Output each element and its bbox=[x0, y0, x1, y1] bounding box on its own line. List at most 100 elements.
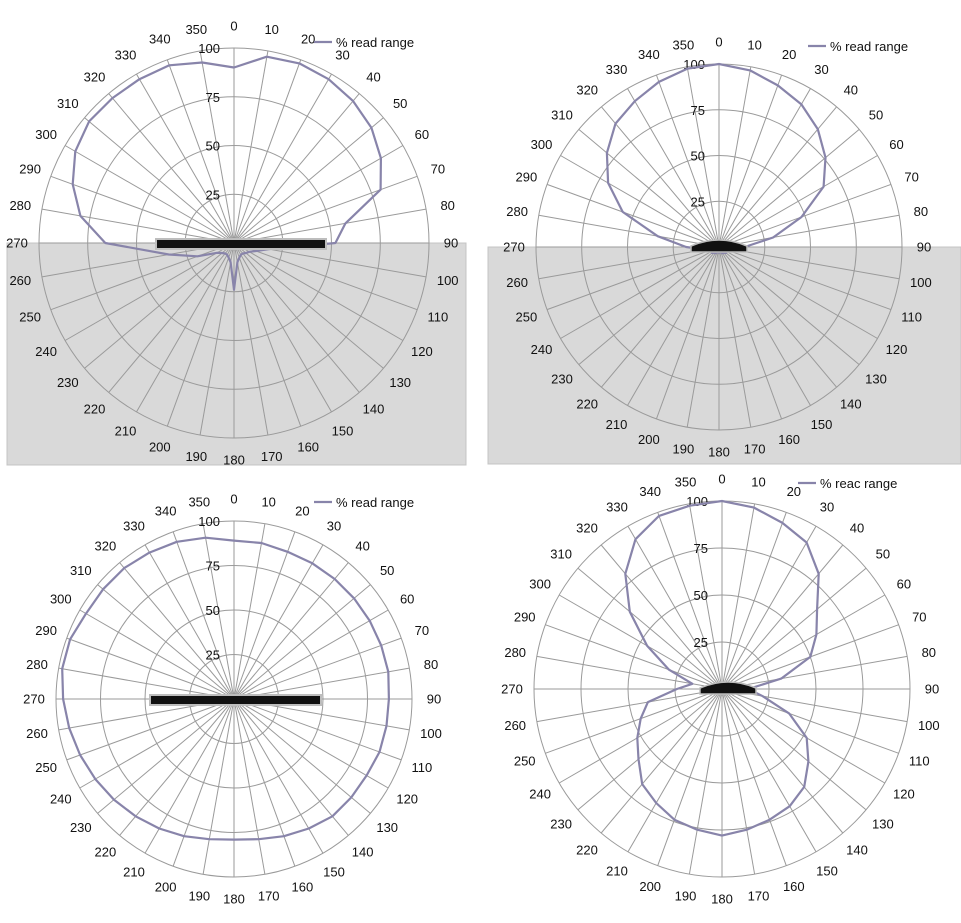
grid-spoke bbox=[721, 688, 756, 875]
angle-tick-label: 320 bbox=[95, 538, 117, 553]
angle-tick-label: 250 bbox=[35, 760, 57, 775]
angle-tick-label: 110 bbox=[428, 310, 449, 325]
angle-tick-label: 200 bbox=[155, 879, 177, 894]
angle-tick-label: 270 bbox=[503, 240, 525, 255]
radial-tick-label: 75 bbox=[206, 559, 220, 574]
angle-tick-label: 130 bbox=[872, 817, 894, 832]
radial-tick-label: 100 bbox=[198, 514, 220, 529]
grid-spoke bbox=[718, 66, 752, 248]
angle-tick-label: 300 bbox=[35, 127, 57, 142]
grid-spoke bbox=[718, 246, 900, 280]
grid-spoke bbox=[560, 155, 720, 248]
angle-tick-label: 240 bbox=[531, 342, 553, 357]
radial-tick-label: 75 bbox=[694, 541, 708, 556]
angle-tick-label: 150 bbox=[816, 863, 838, 878]
grid-spoke bbox=[233, 93, 360, 244]
grid-spoke bbox=[233, 609, 389, 700]
angle-tick-label: 60 bbox=[400, 592, 414, 607]
angle-tick-label: 150 bbox=[323, 865, 345, 880]
angle-tick-label: 120 bbox=[893, 787, 915, 802]
radial-tick-label: 25 bbox=[206, 187, 220, 202]
angle-tick-label: 10 bbox=[747, 38, 761, 53]
grid-spoke bbox=[108, 93, 235, 244]
grid-spoke bbox=[721, 688, 844, 834]
grid-spoke bbox=[233, 584, 371, 700]
series-line-1 bbox=[624, 499, 820, 837]
angle-tick-label: 350 bbox=[675, 475, 697, 490]
grid-spoke bbox=[233, 145, 404, 244]
grid-spoke bbox=[655, 246, 720, 420]
angle-tick-label: 10 bbox=[751, 475, 765, 490]
angle-tick-label: 350 bbox=[185, 22, 207, 37]
angle-tick-label: 70 bbox=[415, 623, 429, 638]
radial-tick-label: 25 bbox=[694, 635, 708, 650]
angle-tick-label: 240 bbox=[50, 792, 72, 807]
grid-spoke bbox=[233, 242, 418, 311]
angle-tick-label: 110 bbox=[412, 760, 433, 775]
tag-bar bbox=[157, 240, 325, 248]
angle-tick-label: 140 bbox=[840, 397, 862, 412]
legend: % read range bbox=[314, 495, 414, 510]
grid-spoke bbox=[233, 242, 404, 341]
angle-tick-label: 60 bbox=[897, 577, 911, 592]
angle-tick-label: 30 bbox=[820, 500, 834, 515]
angle-tick-label: 60 bbox=[889, 137, 903, 152]
radial-tick-label: 25 bbox=[206, 648, 220, 663]
grid-spoke bbox=[627, 525, 723, 690]
angle-tick-label: 230 bbox=[551, 371, 573, 386]
grid-spoke bbox=[233, 698, 324, 854]
grid-spoke bbox=[600, 544, 723, 690]
angle-tick-label: 30 bbox=[327, 518, 341, 533]
grid-spoke bbox=[721, 655, 908, 690]
grid-spoke bbox=[119, 562, 235, 700]
grid-spoke bbox=[718, 129, 860, 248]
angle-tick-label: 230 bbox=[550, 817, 572, 832]
angle-tick-label: 10 bbox=[261, 495, 275, 510]
grid-spoke bbox=[233, 698, 349, 836]
grid-spoke bbox=[686, 66, 720, 248]
grid-spoke bbox=[721, 688, 867, 811]
angle-tick-label: 330 bbox=[606, 500, 628, 515]
angle-tick-label: 320 bbox=[576, 521, 598, 536]
grid-spoke bbox=[136, 73, 235, 244]
series-line-1 bbox=[61, 536, 390, 841]
angle-tick-label: 240 bbox=[529, 787, 551, 802]
legend-label: % read range bbox=[830, 39, 908, 54]
angle-tick-label: 160 bbox=[778, 432, 800, 447]
angle-tick-label: 40 bbox=[850, 521, 864, 536]
angle-tick-label: 90 bbox=[444, 236, 458, 251]
series-line-1 bbox=[71, 55, 382, 291]
angle-tick-label: 280 bbox=[504, 645, 526, 660]
angle-tick-label: 250 bbox=[19, 310, 41, 325]
grid-spoke bbox=[233, 523, 266, 700]
angle-tick-label: 180 bbox=[223, 892, 245, 907]
grid-spoke bbox=[97, 584, 235, 700]
angle-tick-label: 40 bbox=[366, 69, 380, 84]
angle-tick-label: 110 bbox=[909, 753, 930, 768]
grid-spoke bbox=[136, 242, 235, 413]
grid-spoke bbox=[721, 688, 787, 866]
angle-tick-label: 310 bbox=[550, 547, 572, 562]
grid-spoke bbox=[41, 208, 235, 244]
angle-tick-label: 260 bbox=[9, 273, 31, 288]
angle-tick-label: 270 bbox=[23, 692, 45, 707]
angle-tick-label: 250 bbox=[516, 310, 538, 325]
grid-spoke bbox=[233, 117, 384, 244]
grid-spoke bbox=[233, 698, 296, 867]
radial-tick-label: 50 bbox=[206, 139, 220, 154]
angle-tick-label: 30 bbox=[814, 62, 828, 77]
grid-spoke bbox=[688, 688, 723, 875]
grid-spoke bbox=[202, 698, 235, 875]
grid-spoke bbox=[233, 698, 389, 789]
tag-bar bbox=[151, 696, 320, 704]
angle-tick-label: 340 bbox=[149, 32, 171, 47]
grid-spoke bbox=[577, 567, 723, 690]
angle-tick-label: 100 bbox=[420, 726, 442, 741]
grid-spoke bbox=[601, 246, 720, 388]
angle-tick-label: 190 bbox=[673, 441, 695, 456]
grid-spoke bbox=[166, 242, 235, 427]
angle-tick-label: 310 bbox=[57, 96, 79, 111]
angle-tick-label: 290 bbox=[514, 610, 536, 625]
grid-spoke bbox=[172, 531, 235, 700]
